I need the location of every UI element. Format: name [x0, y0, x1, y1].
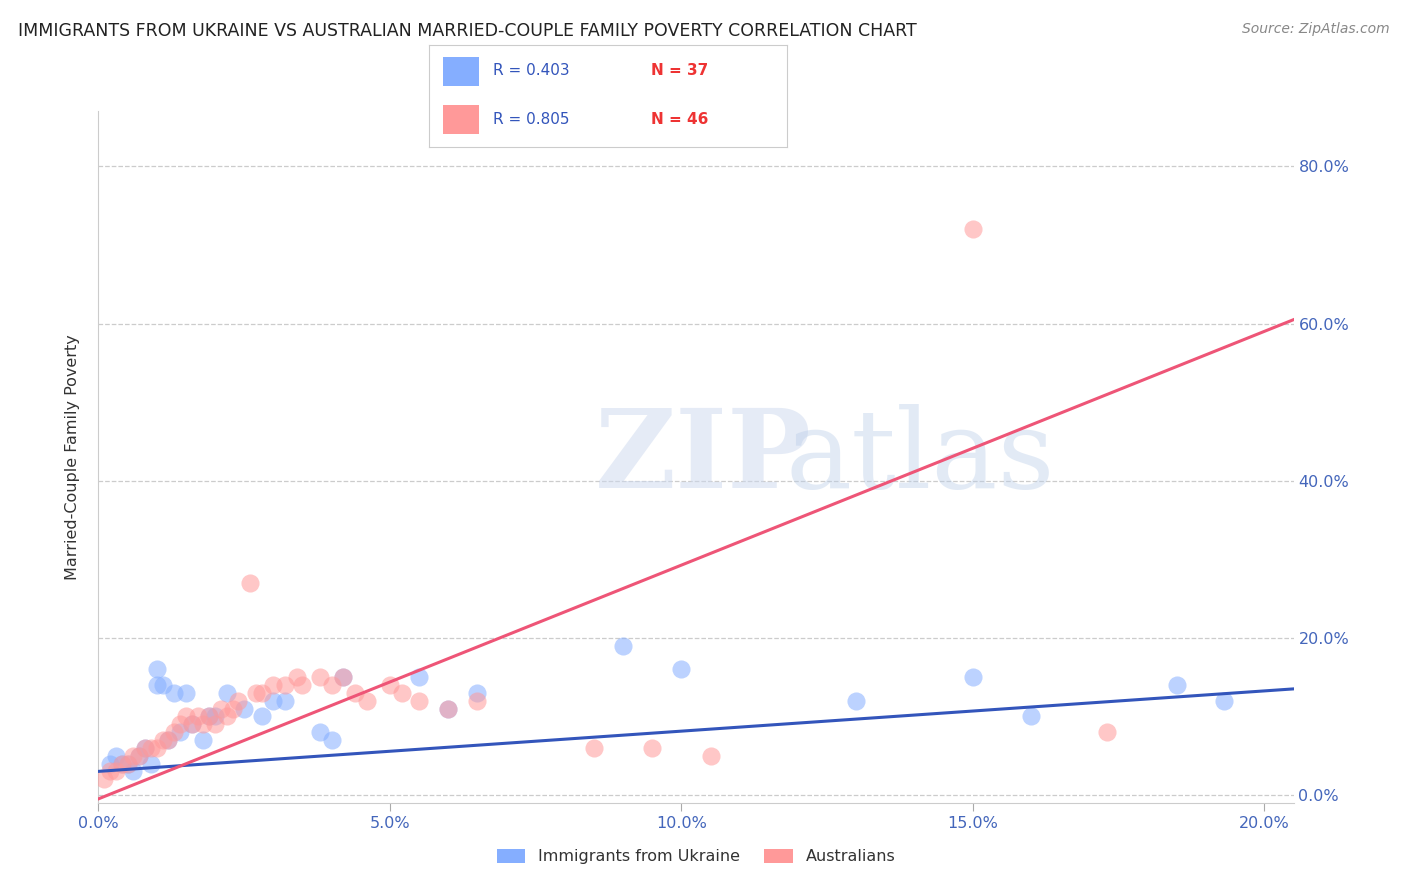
- Text: atlas: atlas: [786, 404, 1056, 510]
- Point: [845, 694, 868, 708]
- Point: [962, 222, 984, 236]
- Text: N = 46: N = 46: [651, 112, 709, 127]
- Point: [437, 701, 460, 715]
- Point: [163, 686, 186, 700]
- Point: [128, 748, 150, 763]
- Point: [193, 717, 215, 731]
- Point: [378, 678, 401, 692]
- Point: [104, 764, 127, 779]
- Point: [152, 678, 174, 692]
- Point: [198, 709, 221, 723]
- Point: [285, 670, 308, 684]
- Point: [962, 670, 984, 684]
- Point: [117, 756, 139, 771]
- Point: [145, 678, 167, 692]
- Point: [209, 701, 232, 715]
- Point: [612, 639, 634, 653]
- Point: [467, 686, 489, 700]
- Point: [128, 748, 150, 763]
- Point: [111, 756, 134, 771]
- Point: [699, 748, 721, 763]
- Point: [228, 694, 250, 708]
- Y-axis label: Married-Couple Family Poverty: Married-Couple Family Poverty: [65, 334, 80, 580]
- Point: [215, 709, 238, 723]
- Point: [309, 670, 332, 684]
- Bar: [443, 105, 479, 134]
- Point: [193, 733, 215, 747]
- Point: [437, 701, 460, 715]
- Point: [274, 694, 297, 708]
- Point: [186, 709, 208, 723]
- Point: [221, 701, 243, 715]
- Point: [122, 764, 145, 779]
- Point: [391, 686, 413, 700]
- Point: [198, 709, 221, 723]
- Point: [139, 740, 162, 755]
- Point: [291, 678, 314, 692]
- Point: [1019, 709, 1042, 723]
- Point: [309, 725, 332, 739]
- Point: [122, 748, 145, 763]
- Point: [169, 725, 191, 739]
- Point: [332, 670, 354, 684]
- Text: N = 37: N = 37: [651, 63, 709, 78]
- Point: [104, 748, 127, 763]
- Point: [245, 686, 267, 700]
- Point: [250, 686, 273, 700]
- Point: [111, 756, 134, 771]
- Point: [250, 709, 273, 723]
- Point: [204, 709, 226, 723]
- Point: [262, 678, 284, 692]
- Point: [174, 686, 197, 700]
- Point: [332, 670, 354, 684]
- Point: [671, 662, 693, 676]
- Point: [408, 694, 430, 708]
- Point: [145, 740, 167, 755]
- Point: [134, 740, 156, 755]
- Text: Source: ZipAtlas.com: Source: ZipAtlas.com: [1241, 22, 1389, 37]
- Point: [343, 686, 366, 700]
- Point: [157, 733, 180, 747]
- Bar: [443, 57, 479, 86]
- Point: [157, 733, 180, 747]
- Point: [1212, 694, 1234, 708]
- Text: ZIP: ZIP: [595, 404, 811, 510]
- Point: [163, 725, 186, 739]
- Point: [152, 733, 174, 747]
- Point: [1166, 678, 1188, 692]
- Point: [321, 678, 343, 692]
- Point: [233, 701, 256, 715]
- Point: [180, 717, 202, 731]
- Point: [641, 740, 664, 755]
- Point: [408, 670, 430, 684]
- Point: [467, 694, 489, 708]
- Point: [98, 756, 121, 771]
- Text: R = 0.805: R = 0.805: [494, 112, 569, 127]
- Point: [174, 709, 197, 723]
- Point: [1095, 725, 1118, 739]
- Point: [262, 694, 284, 708]
- Point: [169, 717, 191, 731]
- Point: [139, 756, 162, 771]
- Point: [93, 772, 115, 787]
- Point: [134, 740, 156, 755]
- Legend: Immigrants from Ukraine, Australians: Immigrants from Ukraine, Australians: [491, 842, 901, 871]
- Point: [117, 756, 139, 771]
- Point: [356, 694, 378, 708]
- Point: [145, 662, 167, 676]
- Point: [98, 764, 121, 779]
- Point: [215, 686, 238, 700]
- Point: [321, 733, 343, 747]
- Point: [204, 717, 226, 731]
- Point: [180, 717, 202, 731]
- Text: R = 0.403: R = 0.403: [494, 63, 569, 78]
- Point: [582, 740, 605, 755]
- Point: [239, 575, 262, 590]
- Text: IMMIGRANTS FROM UKRAINE VS AUSTRALIAN MARRIED-COUPLE FAMILY POVERTY CORRELATION : IMMIGRANTS FROM UKRAINE VS AUSTRALIAN MA…: [18, 22, 917, 40]
- Point: [274, 678, 297, 692]
